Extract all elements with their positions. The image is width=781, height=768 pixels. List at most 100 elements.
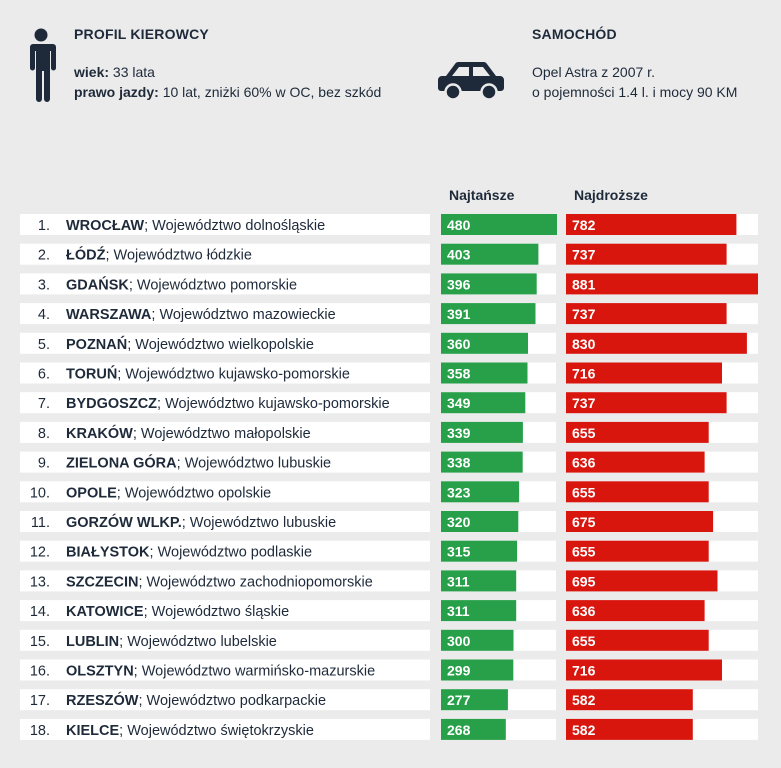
- row-region: ; Województwo warmińsko-mazurskie: [134, 664, 375, 680]
- driver-license-label: prawo jazdy:: [74, 84, 159, 100]
- row-rank: 9.: [38, 456, 50, 472]
- row-background: [20, 540, 430, 562]
- driver-age-value: 33 lata: [112, 64, 155, 80]
- row-city: GDAŃSK: [66, 276, 129, 293]
- row-city: BIAŁYSTOK: [66, 545, 150, 561]
- row-label: GORZÓW WLKP.; Województwo lubuskie: [66, 513, 336, 531]
- row-background: [20, 689, 430, 711]
- row-background: [20, 362, 430, 384]
- most-expensive-bar: [566, 481, 709, 503]
- row-region: ; Województwo mazowieckie: [151, 307, 335, 323]
- row-city: ZIELONA GÓRA: [66, 454, 177, 472]
- row-region: ; Województwo lubelskie: [119, 634, 277, 650]
- row-label: POZNAŃ; Województwo wielkopolskie: [66, 336, 314, 353]
- row-city: SZCZECIN: [66, 574, 139, 590]
- most-expensive-value-label: 830: [572, 336, 596, 352]
- row-region: ; Województwo pomorskie: [129, 277, 297, 293]
- row-background: [20, 659, 430, 681]
- row-rank: 6.: [38, 367, 50, 383]
- row-rank: 5.: [38, 337, 50, 353]
- cheapest-value-label: 311: [447, 573, 470, 589]
- cheapest-bar: [441, 600, 517, 622]
- column-header-cheapest: Najtańsze: [449, 187, 515, 203]
- row-rank: 12.: [30, 545, 50, 561]
- most-expensive-value-label: 695: [572, 573, 596, 589]
- row-background: [20, 214, 430, 235]
- cheapest-value-label: 338: [447, 455, 471, 471]
- row-city: KRAKÓW: [66, 424, 133, 442]
- row-rank: 16.: [30, 664, 50, 680]
- row-region: ; Województwo dolnośląskie: [144, 218, 325, 234]
- most-expensive-value-label: 737: [572, 247, 596, 263]
- row-label: LUBLIN; Województwo lubelskie: [66, 634, 277, 650]
- cheapest-bar: [441, 689, 508, 711]
- row-rank: 2.: [38, 248, 50, 264]
- most-expensive-value-label: 716: [572, 663, 596, 679]
- row-background: [20, 600, 430, 622]
- most-expensive-bar: [566, 540, 709, 562]
- row-region: ; Województwo zachodniopomorskie: [139, 574, 373, 590]
- row-city: POZNAŃ: [66, 336, 127, 353]
- row-rank: 17.: [30, 693, 50, 709]
- row-city: KATOWICE: [66, 604, 144, 620]
- row-label: OLSZTYN; Województwo warmińsko-mazurskie: [66, 664, 375, 680]
- most-expensive-value-label: 881: [572, 276, 596, 292]
- row-label: TORUŃ; Województwo kujawsko-pomorskie: [66, 366, 350, 383]
- cheapest-value-label: 277: [447, 692, 471, 708]
- row-background: [20, 243, 430, 265]
- cheapest-bar: [441, 392, 526, 414]
- row-region: ; Województwo lubuskie: [182, 515, 336, 531]
- car-info: SAMOCHÓD Opel Astra z 2007 r. o pojemnoś…: [532, 26, 737, 102]
- car-title: SAMOCHÓD: [532, 26, 617, 42]
- row-city: BYDGOSZCZ: [66, 396, 157, 412]
- row-city: LUBLIN: [66, 634, 119, 650]
- cheapest-bar: [441, 214, 557, 235]
- cheapest-bar: [441, 303, 536, 325]
- cheapest-value-label: 396: [447, 276, 471, 292]
- cheapest-value-label: 320: [447, 514, 471, 530]
- row-rank: 3.: [38, 277, 50, 293]
- row-label: GDAŃSK; Województwo pomorskie: [66, 276, 297, 293]
- most-expensive-bar: [566, 273, 758, 295]
- most-expensive-value-label: 655: [572, 633, 596, 649]
- most-expensive-value-label: 636: [572, 603, 596, 619]
- row-city: TORUŃ: [66, 366, 117, 383]
- row-rank: 11.: [31, 515, 50, 531]
- row-label: ŁÓDŹ; Województwo łódzkie: [66, 246, 252, 264]
- cheapest-bar: [441, 481, 520, 503]
- row-rank: 8.: [38, 426, 50, 442]
- most-expensive-bar: [566, 659, 722, 681]
- row-background: [20, 718, 430, 740]
- row-region: ; Województwo śląskie: [144, 604, 290, 620]
- most-expensive-value-label: 582: [572, 692, 596, 708]
- most-expensive-bar: [566, 243, 727, 265]
- driver-profile: PROFIL KIEROWCY wiek: 33 lata prawo jazd…: [74, 26, 381, 102]
- cheapest-bar: [441, 540, 518, 562]
- cheapest-value-label: 360: [447, 336, 471, 352]
- driver-license-value: 10 lat, zniżki 60% w OC, bez szkód: [162, 84, 382, 100]
- row-background: [20, 511, 430, 532]
- cheapest-value-label: 349: [447, 395, 471, 411]
- row-city: WROCŁAW: [66, 218, 144, 234]
- row-region: ; Województwo lubuskie: [177, 456, 331, 472]
- driver-profile-title: PROFIL KIEROWCY: [74, 26, 209, 42]
- most-expensive-bar: [566, 421, 709, 443]
- cheapest-value-label: 268: [447, 722, 471, 738]
- row-background: [20, 451, 430, 473]
- most-expensive-value-label: 716: [572, 366, 596, 382]
- row-background: [20, 481, 430, 503]
- most-expensive-value-label: 636: [572, 455, 596, 471]
- row-label: BIAŁYSTOK; Województwo podlaskie: [66, 545, 312, 561]
- row-background: [20, 273, 430, 295]
- most-expensive-value-label: 655: [572, 484, 596, 500]
- row-background: [20, 332, 430, 354]
- row-rank: 15.: [30, 634, 50, 650]
- cheapest-bar: [441, 570, 517, 592]
- cheapest-bar: [441, 659, 514, 681]
- car-icon: [438, 62, 504, 101]
- most-expensive-bar: [566, 392, 727, 414]
- row-city: KIELCE: [66, 723, 120, 739]
- most-expensive-value-label: 675: [572, 514, 596, 530]
- row-region: ; Województwo małopolskie: [133, 426, 311, 442]
